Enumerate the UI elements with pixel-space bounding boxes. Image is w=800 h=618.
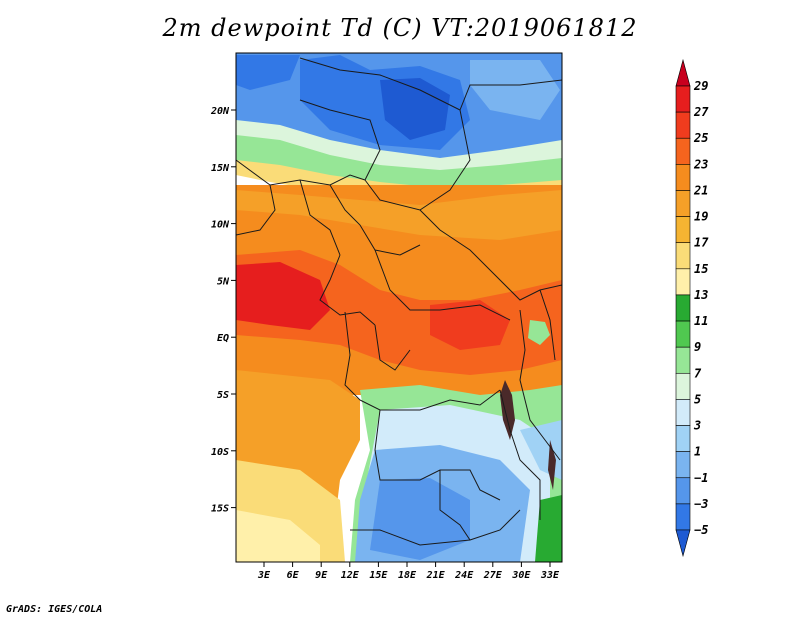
colorbar-segment [675, 477, 691, 505]
colorbar-label: −3 [694, 497, 708, 511]
colorbar-segment [675, 164, 691, 191]
lat-label: 15N [211, 163, 230, 174]
colorbar-segment [675, 294, 691, 322]
lon-label: 27E [483, 570, 503, 581]
longitude-axis: 3E 6E 9E 12E 15E 18E 21E 24E 27E 30E 33E [257, 562, 560, 581]
colorbar-segment [675, 111, 691, 139]
lon-label: 30E [511, 570, 531, 581]
lat-label: 15S [211, 504, 229, 515]
colorbar-segment [675, 372, 691, 400]
lat-label: 5S [217, 390, 229, 401]
colorbar-label: 7 [694, 366, 702, 380]
lon-label: 21E [426, 570, 446, 581]
lake-malawi [548, 440, 556, 490]
colorbar-label: −5 [694, 523, 708, 537]
colorbar-label: 9 [694, 340, 701, 354]
colorbar-label: 5 [694, 392, 701, 406]
lon-label: 12E [341, 570, 360, 581]
colorbar-segment [675, 268, 691, 296]
colorbar-segment [675, 346, 691, 374]
colorbar-label: 15 [694, 262, 708, 276]
colorbar-segment [675, 242, 691, 270]
colorbar-segment [675, 137, 691, 165]
colorbar: 29 27 25 23 21 19 17 15 13 11 9 7 5 3 1 −1 −3 −5 [675, 58, 709, 558]
colorbar-label: 3 [693, 419, 701, 433]
lon-label: 24E [454, 570, 474, 581]
map-frame [235, 52, 563, 563]
colorbar-label: 13 [694, 288, 708, 302]
colorbar-label: −1 [694, 471, 708, 485]
lon-label: 6E [287, 570, 300, 581]
colorbar-label: 21 [693, 183, 708, 197]
colorbar-label: 1 [694, 445, 701, 459]
lon-label: 18E [398, 570, 417, 581]
colorbar-segment [675, 190, 691, 217]
colorbar-segment [675, 216, 691, 244]
lake-victoria [528, 320, 550, 345]
country-borders [236, 57, 562, 546]
colorbar-max-arrow [675, 58, 691, 87]
lon-label: 3E [257, 570, 271, 581]
lon-label: 15E [369, 570, 388, 581]
dewpoint-field [236, 53, 562, 562]
colorbar-segment [675, 320, 691, 348]
lon-label: 33E [540, 570, 560, 581]
colorbar-segment [675, 425, 691, 452]
colorbar-segment [675, 85, 691, 113]
colorbar-label: 11 [694, 314, 708, 328]
lon-label: 9E [315, 570, 328, 581]
colorbar-label: 25 [693, 131, 708, 145]
lake-tanganyika [500, 380, 515, 440]
colorbar-segment [675, 451, 691, 479]
colorbar-label: 27 [693, 105, 709, 119]
lat-label: EQ [217, 333, 229, 344]
grads-credit: GrADS: IGES/COLA [6, 604, 103, 615]
colorbar-label: 19 [694, 210, 708, 224]
lat-label: 10N [211, 220, 230, 231]
latitude-axis: 20N 15N 10N 5N EQ 5S 10S 15S [210, 106, 236, 515]
colorbar-min-arrow [675, 529, 691, 558]
colorbar-segment [675, 399, 691, 426]
lat-label: 20N [210, 106, 230, 117]
colorbar-label: 23 [693, 157, 708, 171]
lat-label: 10S [211, 447, 229, 458]
colorbar-segment [675, 503, 691, 531]
colorbar-label: 29 [693, 79, 708, 93]
colorbar-label: 17 [694, 236, 709, 250]
map-title: 2m dewpoint Td (C) VT:2019061812 [162, 14, 638, 42]
lat-label: 5N [217, 276, 230, 287]
